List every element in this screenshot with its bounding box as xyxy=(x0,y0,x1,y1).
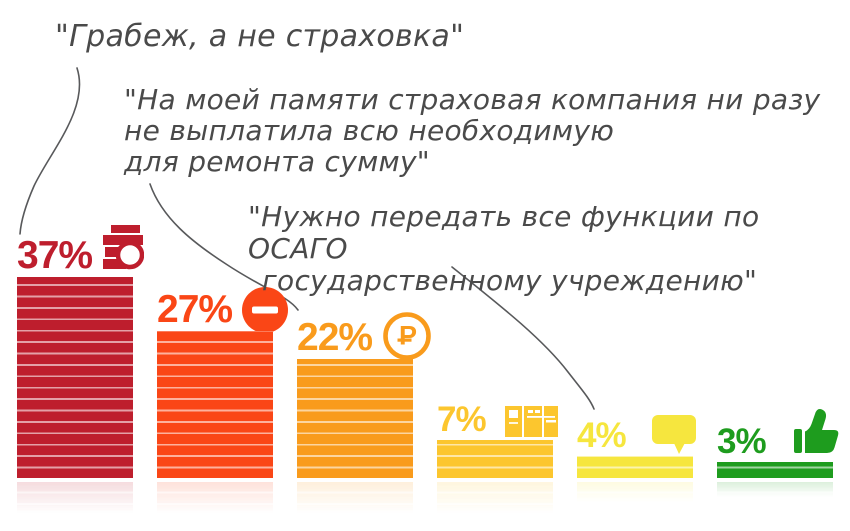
bar-reflection xyxy=(717,482,833,498)
bar-group-4: 4% xyxy=(577,415,696,504)
thumbs-up-icon xyxy=(793,409,838,453)
bar-rect xyxy=(297,359,413,478)
percent-label: 3% xyxy=(717,422,767,462)
bar-reflection xyxy=(17,482,133,516)
bar-group-37: 37% xyxy=(17,225,145,516)
bar-group-22: 22% Р xyxy=(297,311,431,516)
bar-rect xyxy=(717,462,833,478)
bar-label-row: 3% xyxy=(717,406,840,462)
bar-reflection xyxy=(577,482,693,504)
quote-3-line-2: государственному учреждению" xyxy=(262,264,758,297)
callout-line-quote3 xyxy=(451,266,595,410)
bar-label-row: 27% xyxy=(157,287,289,333)
bar-label-row: 22% Р xyxy=(297,311,432,360)
quote-2-line-2: не выплатила всю необходимую xyxy=(124,114,615,147)
quote-3-line-1: "Нужно передать все функции по ОСАГО xyxy=(248,200,760,265)
bar-reflection xyxy=(157,482,273,516)
percent-label: 37% xyxy=(17,234,93,278)
coins-stack-icon xyxy=(103,225,145,270)
quote-1-line-1: "Грабеж, а не страховка" xyxy=(55,19,465,54)
bar-group-3: 3% xyxy=(717,406,838,498)
quote-1: "Грабеж, а не страховка" xyxy=(55,20,464,54)
bar-reflection xyxy=(297,482,413,516)
percent-label: 22% xyxy=(297,316,373,360)
bar-label-row: 37% xyxy=(17,225,145,278)
bar-rect xyxy=(157,331,273,478)
percent-label: 27% xyxy=(157,288,233,332)
bar-group-7: 7% xyxy=(437,403,558,516)
quote-2-line-3: для ремонта сумму" xyxy=(124,145,430,178)
percent-label: 7% xyxy=(437,400,487,440)
bar-reflection xyxy=(437,482,553,516)
banknotes-icon xyxy=(504,406,558,437)
quote-2: "На моей памяти страховая компания ни ра… xyxy=(124,84,820,177)
ruble-coin-icon: Р xyxy=(383,312,431,360)
percent-label: 4% xyxy=(577,416,627,456)
bar-label-row: 4% xyxy=(577,415,697,456)
bar-rect xyxy=(437,440,553,478)
no-entry-icon xyxy=(242,287,289,333)
quote-2-line-1: "На моей памяти страховая компания ни ра… xyxy=(124,83,821,116)
bar-rect xyxy=(17,277,133,478)
bar-group-27: 27% xyxy=(157,287,289,516)
svg-text:Р: Р xyxy=(399,321,417,351)
bar-label-row: 7% xyxy=(437,400,559,440)
speech-bubble-icon xyxy=(651,415,696,454)
bar-rect xyxy=(577,456,693,478)
quote-3: "Нужно передать все функции по ОСАГО гос… xyxy=(248,201,850,297)
callout-line-quote1 xyxy=(19,67,81,235)
